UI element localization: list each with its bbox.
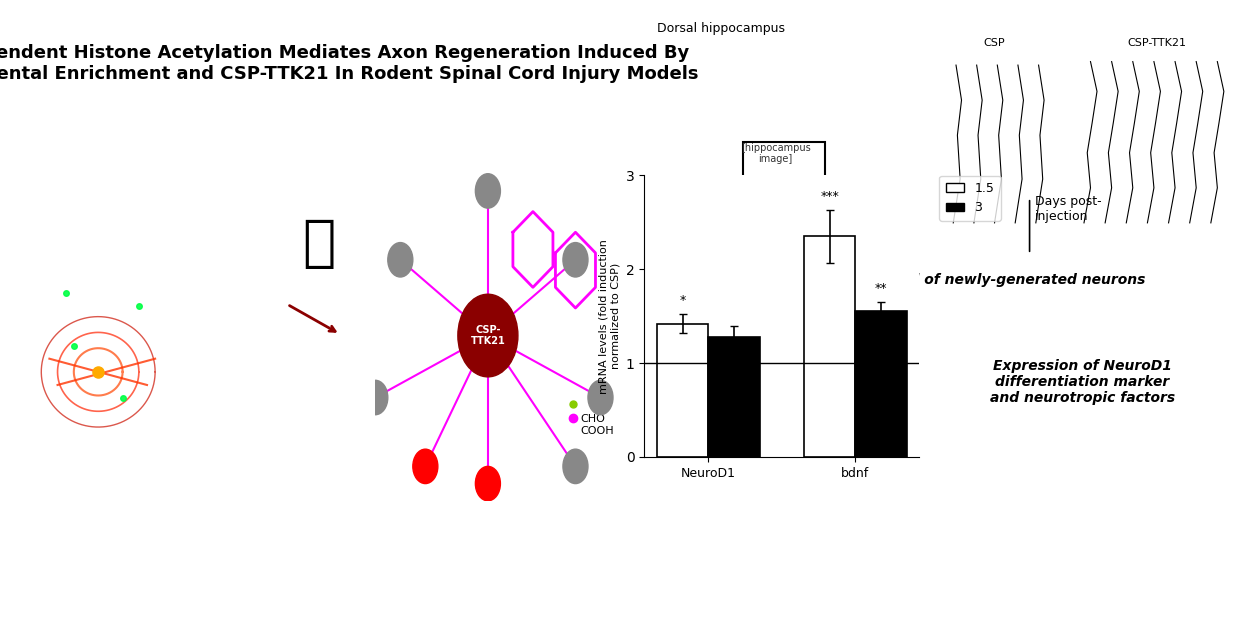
Bar [657, 324, 708, 457]
Text: Science: Science [81, 228, 131, 242]
Text: Expression of NeuroD1
differentiation marker
and neurotropic factors: Expression of NeuroD1 differentiation ma… [990, 359, 1175, 405]
Text: *: * [679, 294, 686, 307]
Text: 100μm: 100μm [761, 243, 791, 252]
Bar [743, 143, 826, 219]
Text: ■AAAS: ■AAAS [121, 434, 148, 440]
Text: Medicine: Medicine [75, 302, 138, 316]
Text: CBP-dependent Histone Acetylation Mediates Axon Regeneration Induced By
Environm: CBP-dependent Histone Acetylation Mediat… [0, 44, 699, 83]
Circle shape [458, 294, 518, 377]
Text: CSP: CSP [983, 38, 1006, 48]
Text: [hippocampus
image]: [hippocampus image] [741, 143, 811, 164]
Text: Days post-
injection: Days post- injection [1035, 195, 1102, 223]
Circle shape [388, 243, 413, 277]
Text: CSP-
TTK21: CSP- TTK21 [470, 325, 505, 346]
Circle shape [563, 243, 588, 277]
Text: Translational: Translational [61, 265, 151, 279]
Text: CHO
COOH: CHO COOH [580, 414, 614, 436]
Text: SGZ: SGZ [697, 77, 717, 86]
Text: **: ** [874, 282, 887, 295]
Circle shape [475, 174, 500, 208]
Text: 🐀: 🐀 [303, 217, 335, 271]
Text: Dorsal hippocampus: Dorsal hippocampus [657, 22, 784, 34]
Bar [804, 237, 856, 457]
Text: Maturation and survival of newly-generated neurons: Maturation and survival of newly-generat… [732, 273, 1145, 287]
Circle shape [588, 380, 613, 415]
Text: ***: *** [821, 190, 839, 203]
Circle shape [563, 449, 588, 484]
Text: CSP-TTK21: CSP-TTK21 [1127, 38, 1187, 48]
Legend: 1.5, 3: 1.5, 3 [940, 176, 1001, 220]
Circle shape [475, 466, 500, 501]
Circle shape [363, 380, 388, 415]
Circle shape [413, 449, 438, 484]
Bar [856, 312, 907, 457]
Bar [708, 337, 759, 457]
Y-axis label: mRNA levels (fold induction
normalized to CSP): mRNA levels (fold induction normalized t… [598, 239, 620, 394]
